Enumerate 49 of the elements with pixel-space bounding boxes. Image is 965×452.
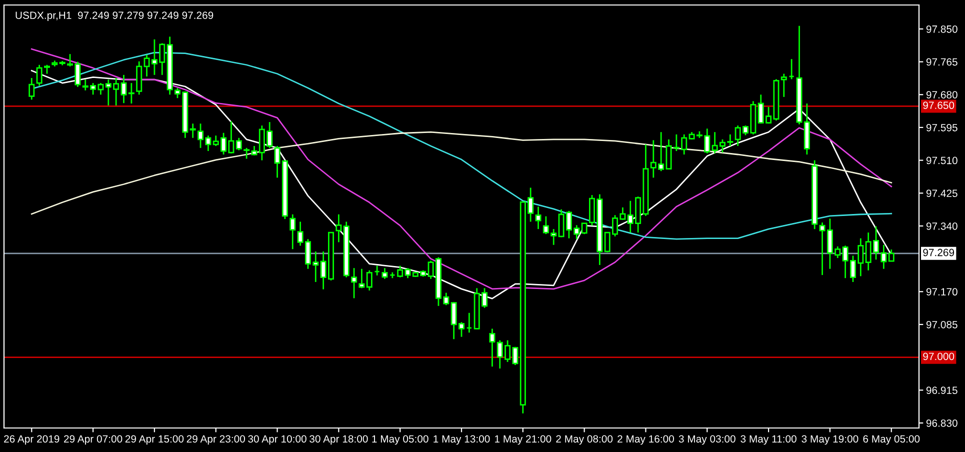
x-tick-label: 29 Apr 15:00 <box>125 435 184 445</box>
x-tick-label: 3 May 19:00 <box>802 435 858 445</box>
ref-line-label: 97.000 <box>923 352 954 360</box>
candlestick <box>336 214 342 243</box>
candlestick <box>466 312 472 334</box>
candlestick <box>788 58 795 80</box>
x-tick-label: 2 May 08:00 <box>556 435 613 445</box>
candlestick <box>489 328 496 368</box>
y-tick-label: 97.170 <box>926 288 958 296</box>
candlestick <box>374 265 380 276</box>
x-tick-label: 26 Apr 2019 <box>4 435 60 445</box>
line-series <box>30 131 892 215</box>
y-tick-label: 97.340 <box>926 222 958 230</box>
y-tick-label: 97.850 <box>926 25 958 33</box>
x-tick-label: 3 May 11:00 <box>740 435 796 445</box>
candlestick <box>780 73 787 98</box>
candlestick <box>382 267 388 280</box>
x-tick-label: 29 Apr 07:00 <box>64 435 122 445</box>
ref-line-label: 97.650 <box>923 102 954 110</box>
x-tick-label: 1 May 21:00 <box>495 435 552 445</box>
candlestick <box>366 270 372 292</box>
x-tick-label: 30 Apr 18:00 <box>310 435 368 445</box>
x-tick-label: 29 Apr 23:00 <box>186 435 245 445</box>
candlestick <box>397 265 404 278</box>
candlestick <box>351 267 358 299</box>
candlestick <box>888 248 894 262</box>
candlestick <box>535 206 542 230</box>
text: USDX.pr,H1 97.249 97.279 97.249 97.269 <box>16 12 214 22</box>
y-tick-label: 97.085 <box>926 320 958 328</box>
x-tick-label: 30 Apr 10:00 <box>248 435 306 445</box>
ref-line-label: 97.269 <box>923 248 954 256</box>
y-tick-label: 97.765 <box>926 58 958 66</box>
candlestick <box>128 82 134 104</box>
y-tick-label: 96.830 <box>926 419 958 427</box>
y-tick-label: 97.680 <box>926 91 958 98</box>
x-tick-label: 1 May 13:00 <box>434 435 490 445</box>
candlestick <box>190 122 196 139</box>
x-tick-label: 1 May 05:00 <box>372 435 428 445</box>
x-tick-label: 3 May 03:00 <box>678 435 736 445</box>
y-tick-label: 96.915 <box>926 386 958 394</box>
y-tick-label: 97.425 <box>926 190 958 198</box>
candlestick <box>358 268 365 289</box>
x-tick-label: 2 May 16:00 <box>618 435 674 445</box>
candlestick <box>28 77 35 100</box>
candlestick <box>290 214 296 250</box>
y-tick-label: 97.595 <box>926 124 958 132</box>
y-tick-label: 97.510 <box>926 156 958 164</box>
candlestick <box>120 74 127 104</box>
x-tick-label: 6 May 05:00 <box>863 435 920 445</box>
